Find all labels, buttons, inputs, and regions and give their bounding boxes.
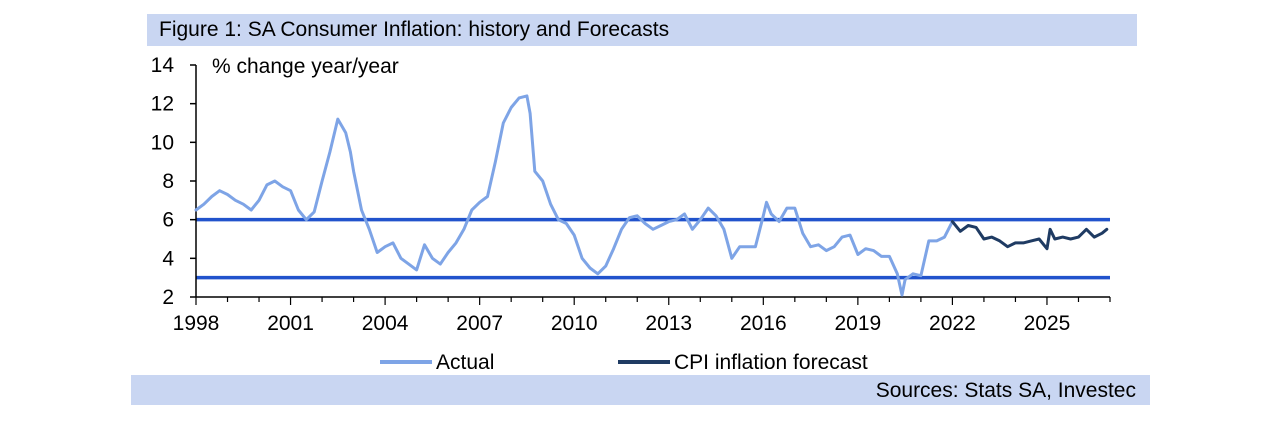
x-tick-label: 1998 <box>173 312 220 335</box>
x-tick-label: 2016 <box>740 312 787 335</box>
legend-label-forecast: CPI inflation forecast <box>674 351 868 374</box>
forecast-series-line <box>950 220 1109 251</box>
chart-source: Sources: Stats SA, Investec <box>875 379 1136 402</box>
source-band: Sources: Stats SA, Investec <box>131 375 1150 405</box>
y-axis-label: % change year/year <box>212 55 399 78</box>
y-tick-label: 10 <box>151 131 174 154</box>
chart-title: Figure 1: SA Consumer Inflation: history… <box>159 18 670 41</box>
title-band: Figure 1: SA Consumer Inflation: history… <box>147 14 1137 46</box>
y-tick-label: 6 <box>162 209 174 232</box>
x-tick-label: 2010 <box>551 312 598 335</box>
x-tick-label: 2025 <box>1024 312 1071 335</box>
y-tick-label: 4 <box>162 247 174 270</box>
x-tick-label: 2007 <box>456 312 503 335</box>
x-tick-label: 2001 <box>267 312 314 335</box>
legend-label-actual: Actual <box>436 351 494 374</box>
y-tick-label: 2 <box>162 286 174 309</box>
x-tick-label: 2013 <box>645 312 692 335</box>
y-tick-label: 14 <box>151 54 175 77</box>
x-tick-label: 2004 <box>362 312 409 335</box>
y-tick-label: 8 <box>162 170 174 193</box>
y-tick-label: 12 <box>151 93 174 116</box>
actual-series-line <box>194 94 954 297</box>
x-tick-label: 2019 <box>835 312 882 335</box>
x-tick-label: 2022 <box>929 312 976 335</box>
